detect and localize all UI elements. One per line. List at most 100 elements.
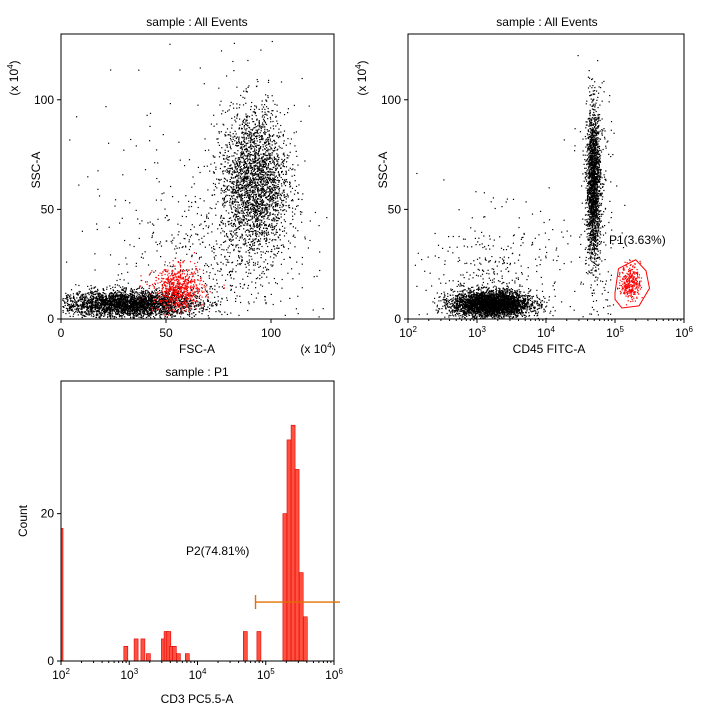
event-point bbox=[105, 308, 107, 310]
event-point bbox=[104, 312, 106, 314]
event-point bbox=[270, 162, 272, 165]
event-point bbox=[105, 296, 108, 298]
event-point bbox=[141, 305, 144, 307]
event-point bbox=[293, 234, 295, 236]
event-point bbox=[272, 239, 274, 241]
event-point bbox=[91, 291, 93, 293]
event-point bbox=[266, 208, 268, 210]
event-point bbox=[75, 309, 77, 311]
event-point bbox=[294, 246, 296, 248]
event-point bbox=[236, 211, 238, 213]
event-point bbox=[211, 292, 213, 294]
event-point bbox=[257, 129, 259, 131]
event-point bbox=[266, 157, 268, 159]
event-point bbox=[285, 201, 287, 203]
event-point bbox=[154, 311, 157, 313]
event-point bbox=[162, 307, 165, 309]
event-point bbox=[232, 212, 234, 214]
event-point bbox=[240, 200, 242, 202]
event-point bbox=[236, 168, 238, 170]
event-point bbox=[269, 157, 271, 159]
event-point bbox=[134, 292, 136, 294]
event-point bbox=[207, 315, 209, 317]
event-point bbox=[264, 204, 266, 206]
event-point bbox=[177, 298, 180, 300]
event-point bbox=[69, 304, 71, 306]
event-point bbox=[270, 147, 272, 149]
event-point bbox=[283, 194, 285, 196]
event-point bbox=[249, 159, 251, 161]
event-point bbox=[92, 310, 94, 312]
event-point bbox=[147, 304, 149, 306]
event-point bbox=[133, 315, 135, 317]
event-point bbox=[266, 218, 268, 220]
event-point bbox=[256, 241, 258, 243]
event-point bbox=[257, 226, 259, 229]
event-point bbox=[219, 311, 221, 313]
event-point bbox=[133, 305, 135, 307]
event-point bbox=[269, 135, 271, 137]
event-point bbox=[253, 186, 255, 188]
event-point bbox=[166, 309, 168, 312]
event-point bbox=[118, 314, 120, 316]
event-point bbox=[254, 209, 257, 211]
event-point bbox=[100, 307, 102, 309]
event-point bbox=[257, 162, 259, 164]
event-point bbox=[259, 176, 261, 178]
event-point bbox=[252, 208, 254, 210]
event-point bbox=[180, 316, 182, 318]
event-point bbox=[173, 315, 175, 317]
event-point bbox=[195, 308, 197, 310]
event-point bbox=[240, 184, 243, 186]
event-point bbox=[263, 216, 265, 218]
event-point bbox=[269, 153, 271, 155]
event-point bbox=[210, 123, 212, 125]
event-point bbox=[237, 191, 239, 193]
event-point bbox=[145, 294, 147, 296]
event-point bbox=[80, 305, 82, 307]
event-point bbox=[170, 314, 172, 317]
plot1-y-multiplier: (x 104) bbox=[6, 60, 21, 95]
event-point bbox=[231, 262, 233, 264]
event-point bbox=[243, 212, 245, 214]
event-point bbox=[229, 165, 231, 167]
event-point bbox=[119, 298, 121, 301]
event-point bbox=[133, 317, 135, 319]
event-point bbox=[304, 160, 306, 162]
event-point bbox=[144, 303, 146, 305]
event-point bbox=[130, 317, 132, 319]
event-point bbox=[241, 256, 243, 258]
event-point bbox=[121, 297, 123, 299]
event-point bbox=[239, 147, 241, 149]
event-point bbox=[251, 179, 253, 182]
event-point bbox=[224, 149, 226, 151]
event-point bbox=[147, 292, 149, 294]
event-point bbox=[241, 195, 243, 197]
event-point bbox=[222, 190, 224, 192]
event-point bbox=[99, 293, 101, 295]
event-point bbox=[97, 306, 99, 308]
event-point bbox=[250, 209, 252, 211]
event-point bbox=[229, 105, 231, 107]
event-point bbox=[99, 306, 101, 309]
event-point bbox=[228, 220, 230, 223]
event-point bbox=[273, 180, 275, 182]
event-point bbox=[127, 300, 129, 302]
event-point bbox=[72, 300, 74, 302]
event-point bbox=[264, 190, 266, 192]
event-point bbox=[93, 286, 95, 288]
event-point bbox=[262, 171, 264, 173]
event-point bbox=[234, 159, 236, 161]
event-point bbox=[155, 314, 157, 316]
event-point bbox=[76, 306, 78, 308]
event-point bbox=[258, 151, 260, 153]
event-point bbox=[229, 252, 231, 254]
event-point bbox=[253, 269, 255, 271]
event-point bbox=[273, 128, 275, 130]
event-point bbox=[124, 299, 126, 301]
event-point bbox=[280, 202, 283, 204]
event-point bbox=[153, 292, 155, 294]
event-point bbox=[143, 288, 145, 290]
event-point bbox=[271, 265, 273, 267]
event-point bbox=[258, 215, 260, 217]
